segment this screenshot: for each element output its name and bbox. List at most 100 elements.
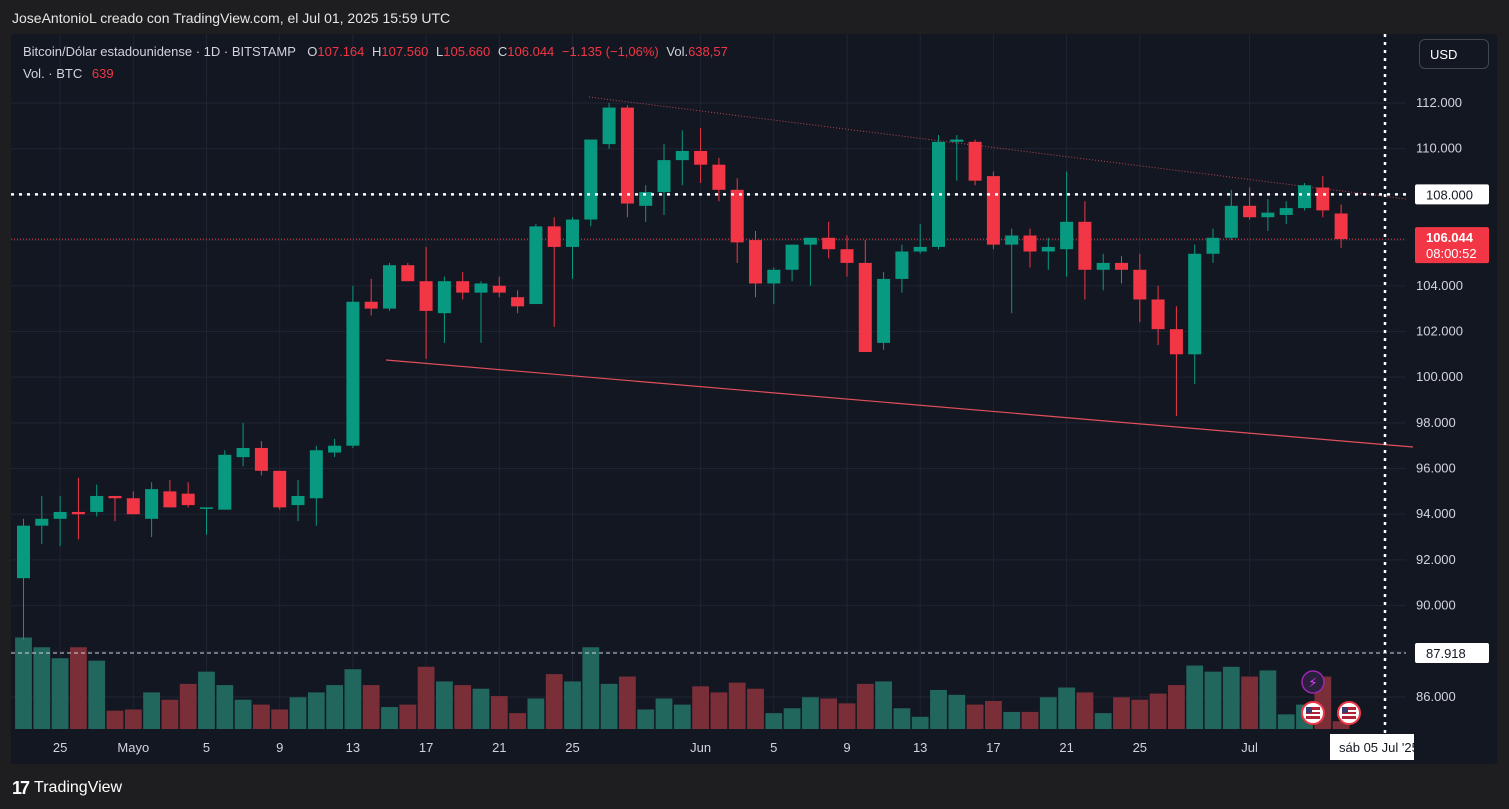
volume-bar — [545, 674, 563, 729]
candle-body — [1060, 221, 1074, 250]
open-value: 107.164 — [317, 44, 365, 59]
chart-panel[interactable]: 112.000 110.000 108.000 104.000 102.000 100.0… — [11, 34, 1497, 764]
volume-bar — [1259, 670, 1277, 729]
open-label: O — [307, 44, 318, 59]
candle-body — [437, 281, 451, 314]
volume-bar — [728, 682, 746, 729]
lightning-glyph-icon: ⚡ — [1308, 676, 1317, 691]
volume-bar — [783, 708, 801, 729]
candle-body — [364, 301, 378, 309]
candle-body — [1005, 235, 1019, 245]
candle-body — [877, 278, 891, 343]
candle-body — [1169, 329, 1183, 355]
time-tick-label: 9 — [843, 740, 850, 755]
time-tick-label: 21 — [1059, 740, 1073, 755]
time-tick-label: 21 — [492, 740, 506, 755]
volume-bar — [362, 685, 380, 729]
price-tick-label: 94.000 — [1416, 506, 1456, 521]
time-tick-label: 13 — [346, 740, 360, 755]
candle-body — [749, 240, 762, 284]
time-tick-label: 13 — [913, 740, 927, 755]
candle-body — [1334, 213, 1348, 240]
candle-body — [913, 246, 927, 252]
candle-body — [163, 491, 177, 508]
candle-body — [456, 281, 470, 293]
candle-body — [675, 150, 689, 161]
candle-body — [529, 226, 543, 305]
candle-body — [419, 281, 433, 311]
candle-body — [328, 445, 342, 453]
volume-bar — [1039, 697, 1057, 729]
candle-body — [730, 189, 744, 243]
close-value: 106.044 — [507, 44, 555, 59]
candle-body — [108, 495, 122, 499]
price-tick-label: 102.000 — [1416, 323, 1463, 338]
high-value: 107.560 — [381, 44, 429, 59]
candle-body — [17, 525, 30, 579]
tradingview-logo-text: TradingView — [34, 779, 123, 796]
volume-bar — [966, 704, 984, 729]
price-tick-label: 110.000 — [1416, 141, 1462, 156]
candlestick-chart[interactable]: 112.000 110.000 108.000 104.000 102.000 100.0… — [11, 34, 1497, 764]
candle-body — [1151, 299, 1165, 330]
volume-bar — [1131, 699, 1149, 729]
candle-body — [474, 283, 488, 293]
volume-bar — [15, 637, 32, 729]
us-flag-stripe-icon — [1342, 714, 1356, 716]
volume-bar — [527, 698, 545, 729]
candle-body — [584, 139, 598, 220]
time-tick-label: 25 — [565, 740, 579, 755]
low-value: 105.660 — [443, 44, 491, 59]
candle-body — [639, 192, 653, 206]
candle-body — [1224, 205, 1238, 238]
candle-body — [895, 251, 909, 279]
volume-bar — [747, 688, 764, 729]
candle-body — [822, 237, 836, 250]
volume-bar — [271, 709, 289, 729]
volume-bar — [1186, 665, 1204, 729]
lightning-event-icon — [1301, 670, 1325, 694]
volume-bar — [692, 686, 709, 729]
candle-body — [566, 219, 579, 247]
candle-body — [145, 489, 159, 519]
candle-body — [383, 265, 396, 309]
candle-body — [254, 447, 268, 471]
volume-bar — [1149, 693, 1167, 729]
us-flag-canton-icon — [1342, 707, 1348, 713]
price-tick-label: 98.000 — [1416, 415, 1456, 430]
support-trendline — [385, 359, 1414, 448]
candle-body — [785, 244, 799, 270]
price-tick-label: 100.000 — [1416, 369, 1463, 384]
candle-body — [1243, 205, 1257, 218]
candle-body — [511, 297, 525, 307]
candle-body — [712, 164, 726, 190]
volume-bar — [417, 666, 435, 729]
candle-body — [968, 141, 982, 181]
crosshair-price-box — [1415, 184, 1489, 205]
volume-bar — [1277, 714, 1295, 729]
volume-bar — [600, 683, 618, 729]
volume-bar — [307, 692, 325, 729]
volume-bar — [655, 698, 673, 729]
volume-bar — [1241, 676, 1258, 729]
volume-bar — [33, 647, 51, 729]
crosshair-price-label: 108.000 — [1426, 187, 1473, 202]
candle-body — [346, 301, 360, 446]
price-tick-label: 90.000 — [1416, 598, 1456, 613]
time-tick-label: 5 — [203, 740, 210, 755]
branding[interactable]: 17 TradingView — [12, 776, 122, 800]
volume-bar — [124, 709, 142, 729]
us-flag-stripe-icon — [1306, 714, 1320, 716]
currency-button[interactable]: USD — [1419, 39, 1489, 69]
volume-bar — [985, 700, 1002, 729]
volume-label: Vol. — [666, 44, 689, 59]
close-label: C — [497, 44, 508, 59]
tradingview-logo-icon: 17 — [12, 777, 30, 798]
candle-body — [694, 150, 708, 165]
candle-body — [1078, 221, 1092, 270]
time-tick-label: 17 — [419, 740, 433, 755]
chart-background — [11, 34, 1497, 764]
us-flag-stripe-icon — [1306, 710, 1320, 712]
change-value: −1.135 (−1,06%) — [561, 44, 659, 59]
ohlc-legend: Bitcoin/Dólar estadounidense · 1D · BITS… — [23, 44, 728, 59]
